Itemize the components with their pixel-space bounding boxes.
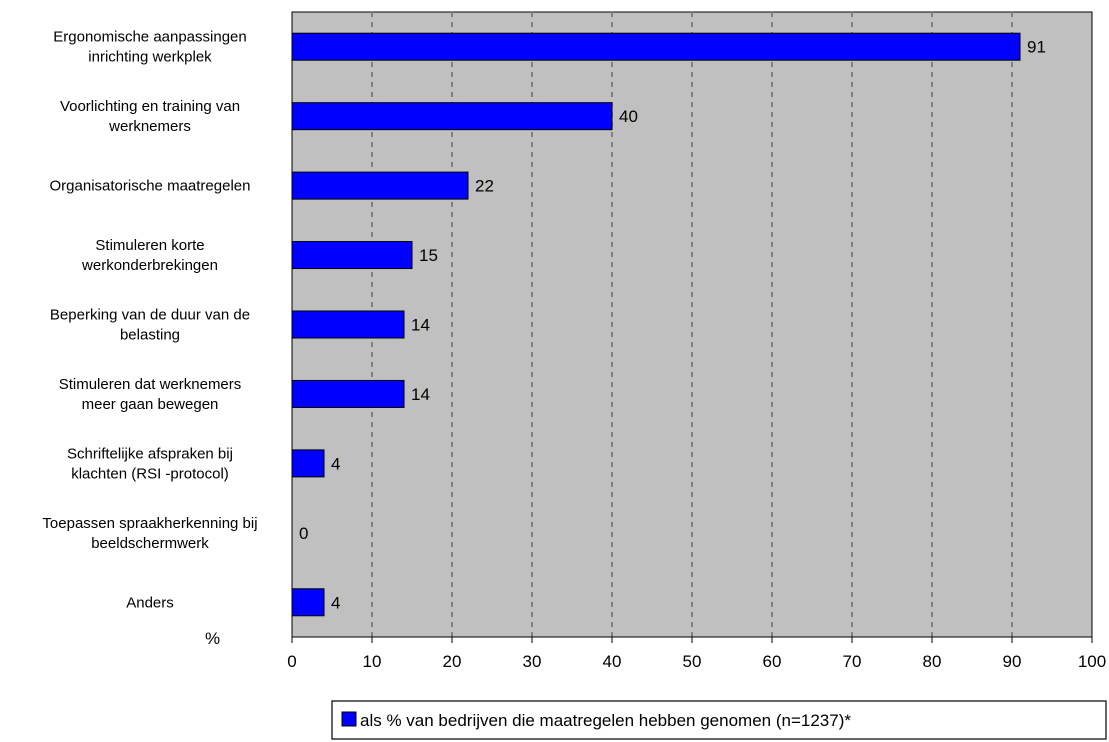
data-label: 14	[411, 316, 430, 335]
x-tick-label: 50	[683, 652, 702, 671]
data-label: 15	[419, 246, 438, 265]
category-label: Beperking van de duur van de belasting	[50, 307, 250, 344]
x-tick-label: 0	[287, 652, 296, 671]
data-label: 4	[331, 454, 340, 473]
data-label: 0	[299, 524, 308, 543]
bar	[291, 449, 325, 478]
bar	[291, 379, 405, 408]
legend-swatch	[341, 711, 357, 727]
x-tick-label: 10	[363, 652, 382, 671]
category-label: Ergonomische aanpassingen inrichting werk…	[53, 29, 246, 66]
data-label: 4	[331, 593, 340, 612]
x-tick-label: 90	[1003, 652, 1022, 671]
category-label: Schriftelijke afspraken bij klachten (RSI…	[67, 445, 233, 482]
x-axis: 0 10 20 30 40 50 60 70 80 90 100	[287, 636, 1106, 671]
category-label: Stimuleren korte werkonderbrekingen	[81, 237, 218, 274]
category-label: Organisatorische maatregelen	[50, 178, 251, 195]
x-tick-label: 80	[923, 652, 942, 671]
bar	[291, 32, 1021, 61]
category-labels: Ergonomische aanpassingen inrichting werk…	[42, 29, 257, 612]
data-label: 91	[1027, 38, 1046, 57]
x-tick-label: 60	[763, 652, 782, 671]
bar	[291, 241, 413, 270]
bar	[291, 171, 469, 200]
x-tick-label: 100	[1078, 652, 1106, 671]
data-label: 14	[411, 385, 430, 404]
bar	[291, 102, 613, 131]
x-tick-label: 20	[443, 652, 462, 671]
x-tick-label: 70	[843, 652, 862, 671]
data-label: 22	[475, 177, 494, 196]
category-label: Anders	[126, 594, 174, 611]
category-label: Stimuleren dat werknemers meer gaan beweg…	[59, 376, 242, 413]
legend-label: als % van bedrijven die maatregelen hebb…	[360, 711, 851, 730]
bar	[291, 310, 405, 339]
bar	[291, 588, 325, 617]
category-label: Voorlichting en training van werknemers	[60, 98, 240, 135]
category-label: Toepassen spraakherkenning bij beeldscher…	[42, 515, 257, 552]
legend-box	[331, 700, 1107, 740]
axis-unit-label: %	[205, 629, 220, 648]
data-label: 40	[619, 107, 638, 126]
bars	[291, 32, 1021, 617]
x-tick-label: 30	[523, 652, 542, 671]
legend: als % van bedrijven die maatregelen hebb…	[331, 700, 1107, 740]
x-tick-label: 40	[603, 652, 622, 671]
